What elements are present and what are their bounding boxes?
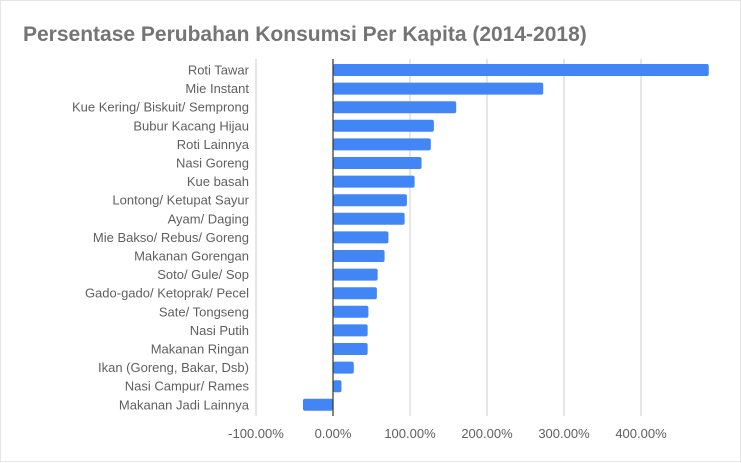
category-label-18: Makanan Jadi Lainnya: [119, 397, 250, 412]
x-tick-label-2: 100.00%: [384, 426, 436, 441]
bar-14: [333, 324, 368, 337]
bar-6: [333, 175, 415, 188]
category-label-7: Lontong/ Ketupat Sayur: [112, 193, 249, 208]
category-label-17: Nasi Campur/ Rames: [125, 379, 250, 394]
category-label-13: Sate/ Tongseng: [159, 304, 249, 319]
category-label-3: Bubur Kacang Hijau: [133, 118, 249, 133]
bar-7: [333, 194, 407, 207]
bar-18: [302, 398, 333, 411]
bar-13: [333, 305, 369, 318]
bar-2: [333, 101, 457, 114]
bar-16: [333, 361, 354, 374]
category-label-11: Soto/ Gule/ Sop: [157, 267, 249, 282]
category-label-1: Mie Instant: [185, 81, 249, 96]
bar-0: [333, 64, 709, 76]
category-label-2: Kue Kering/ Biskuit/ Semprong: [72, 100, 249, 115]
category-label-4: Roti Lainnya: [177, 137, 250, 152]
category-label-8: Ayam/ Daging: [168, 211, 249, 226]
bar-9: [333, 231, 389, 244]
x-tick-label-1: 0.00%: [315, 426, 352, 441]
bar-5: [333, 157, 422, 169]
x-tick-label-3: 200.00%: [461, 426, 513, 441]
bar-4: [333, 138, 431, 151]
bar-11: [333, 268, 378, 281]
category-label-14: Nasi Putih: [190, 323, 249, 338]
category-label-5: Nasi Goreng: [176, 156, 249, 171]
bar-15: [333, 343, 368, 355]
bar-10: [333, 250, 385, 262]
x-tick-label-4: 300.00%: [538, 426, 590, 441]
bar-1: [333, 82, 544, 95]
bar-8: [333, 212, 405, 225]
category-label-16: Ikan (Goreng, Bakar, Dsb): [98, 360, 249, 375]
bar-12: [333, 287, 377, 300]
category-label-10: Makanan Gorengan: [134, 249, 249, 264]
chart-title: Persentase Perubahan Konsumsi Per Kapita…: [23, 23, 587, 46]
x-tick-label-0: -100.00%: [228, 426, 284, 441]
category-label-6: Kue basah: [187, 174, 249, 189]
category-label-9: Mie Bakso/ Rebus/ Goreng: [93, 230, 249, 245]
x-tick-label-5: 400.00%: [615, 426, 667, 441]
bar-3: [333, 119, 434, 132]
category-label-0: Roti Tawar: [188, 63, 250, 78]
category-label-15: Makanan Ringan: [151, 342, 249, 357]
bar-17: [333, 380, 342, 393]
category-label-12: Gado-gado/ Ketoprak/ Pecel: [85, 286, 249, 301]
